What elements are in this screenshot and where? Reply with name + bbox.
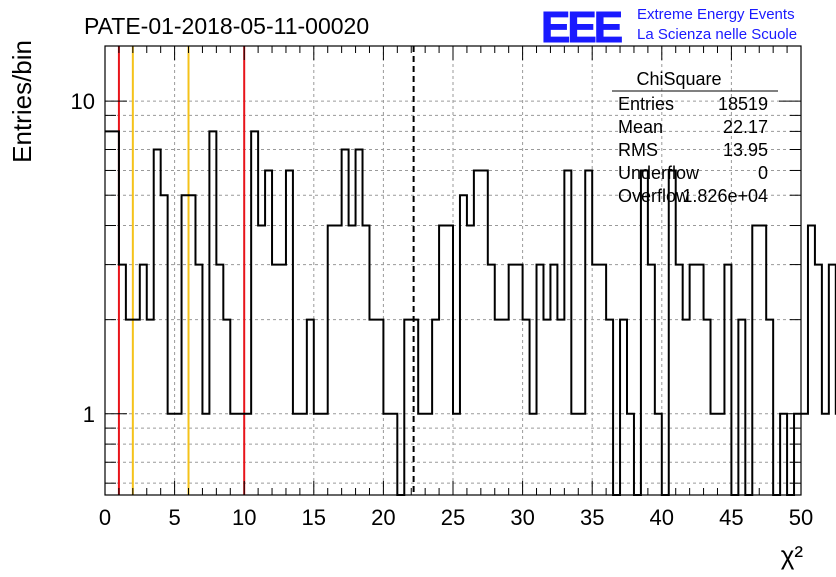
stats-box: ChiSquare Entries 18519 Mean 22.17 RMS 1… (612, 69, 778, 206)
x-tick-label: 20 (371, 505, 395, 530)
x-tick-label: 45 (719, 505, 743, 530)
stats-label-mean: Mean (618, 117, 663, 137)
reference-lines (117, 46, 415, 495)
stats-label-rms: RMS (618, 140, 658, 160)
stats-value-rms: 13.95 (723, 140, 768, 160)
x-tick-label: 0 (99, 505, 111, 530)
x-tick-label: 10 (232, 505, 256, 530)
logo-line-2: La Scienza nelle Scuole (637, 26, 797, 43)
y-axis-ticks: 1 10 (71, 89, 801, 484)
y-tick-label: 1 (83, 402, 95, 427)
chart-title: PATE-01-2018-05-11-00020 (84, 13, 369, 39)
stats-value-entries: 18519 (718, 94, 768, 114)
x-tick-label: 30 (510, 505, 534, 530)
stats-label-entries: Entries (618, 94, 674, 114)
x-axis-label: χ² (781, 540, 804, 570)
stats-label-overflow: Overflow (618, 186, 690, 206)
x-axis-ticks: 0 5 10 15 20 25 30 35 40 45 50 (99, 46, 813, 530)
x-tick-label: 15 (302, 505, 326, 530)
stats-value-mean: 22.17 (723, 117, 768, 137)
stats-value-underflow: 0 (758, 163, 768, 183)
y-axis-label: Entries/bin (7, 40, 37, 163)
x-tick-label: 5 (168, 505, 180, 530)
x-tick-label: 50 (789, 505, 813, 530)
logo-mark: EEE (541, 3, 622, 52)
logo-line-1: Extreme Energy Events (637, 6, 795, 23)
stats-value-overflow: 1.826e+04 (682, 186, 768, 206)
x-tick-label: 40 (650, 505, 674, 530)
x-tick-label: 25 (441, 505, 465, 530)
eee-logo: EEE Extreme Energy Events La Scienza nel… (541, 3, 798, 53)
x-tick-label: 35 (580, 505, 604, 530)
y-tick-label: 10 (71, 89, 95, 114)
histogram-outline (105, 130, 836, 496)
stats-label-underflow: Underflow (618, 163, 700, 183)
stats-header: ChiSquare (636, 69, 721, 89)
